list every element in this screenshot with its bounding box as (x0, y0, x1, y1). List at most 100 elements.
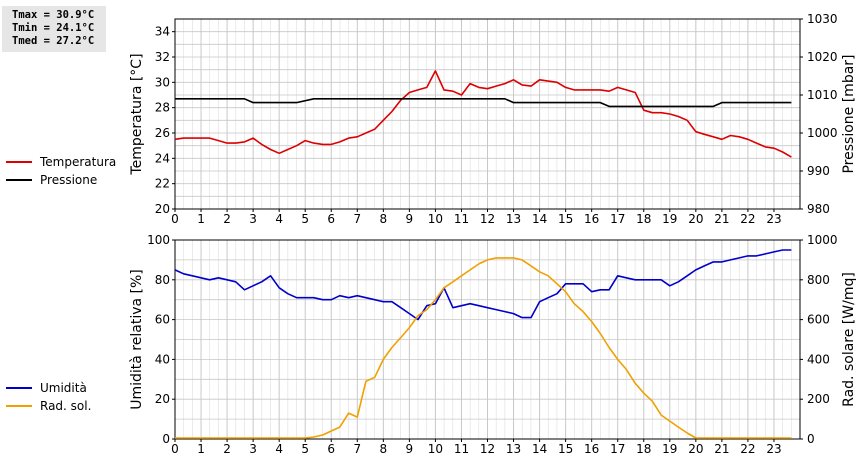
y-tick-label: 26 (155, 126, 170, 140)
x-tick-label: 14 (532, 442, 547, 456)
y2-tick-label: 400 (807, 352, 830, 366)
y2-tick-label: 1020 (807, 50, 838, 64)
legend-bottom: Umidità Rad. sol. (6, 379, 91, 415)
legend-item-temperatura: Temperatura (6, 153, 116, 171)
x-tick-label: 5 (301, 442, 309, 456)
tmed-readout: Tmed = 27.2°C (12, 35, 95, 47)
x-tick-label: 23 (766, 442, 781, 456)
y2-tick-label: 800 (807, 273, 830, 287)
y-tick-label: 20 (155, 392, 170, 406)
y2-tick-label: 200 (807, 392, 830, 406)
x-tick-label: 10 (428, 212, 443, 226)
y2-tick-label: 1000 (807, 126, 838, 140)
x-tick-label: 15 (558, 442, 573, 456)
x-tick-label: 7 (353, 212, 361, 226)
x-tick-label: 1 (197, 442, 205, 456)
x-tick-label: 21 (714, 442, 729, 456)
y-tick-label: 34 (155, 25, 170, 39)
x-tick-label: 9 (406, 442, 414, 456)
series-line-pressione (175, 98, 792, 108)
x-tick-label: 16 (584, 212, 599, 226)
x-tick-label: 11 (454, 212, 469, 226)
x-tick-label: 16 (584, 442, 599, 456)
y2-tick-label: 980 (807, 202, 830, 216)
legend-item-umidita: Umidità (6, 379, 91, 397)
y-tick-label: 100 (147, 233, 170, 247)
x-tick-label: 21 (714, 212, 729, 226)
y2-tick-label: 0 (807, 432, 815, 446)
y2-tick-label: 1000 (807, 233, 838, 247)
x-tick-label: 7 (353, 442, 361, 456)
y-tick-label: 40 (155, 352, 170, 366)
x-tick-label: 8 (380, 212, 388, 226)
x-tick-label: 15 (558, 212, 573, 226)
x-tick-label: 12 (480, 212, 495, 226)
x-tick-label: 5 (301, 212, 309, 226)
x-tick-label: 2 (223, 442, 231, 456)
x-tick-label: 11 (454, 442, 469, 456)
tmax-readout: Tmax = 30.9°C (12, 9, 95, 21)
x-tick-label: 13 (506, 212, 521, 226)
stats-box: Tmax = 30.9°C Tmin = 24.1°C Tmed = 27.2°… (2, 6, 106, 52)
legend-swatch-pressione (6, 179, 32, 181)
y2-axis-title: Rad. solare [W/mq] (841, 272, 857, 407)
y-tick-label: 22 (155, 177, 170, 191)
x-tick-label: 18 (636, 442, 651, 456)
x-tick-label: 17 (610, 442, 625, 456)
y2-tick-label: 990 (807, 164, 830, 178)
legend-swatch-temperatura (6, 161, 32, 163)
x-tick-label: 22 (740, 442, 755, 456)
x-tick-label: 13 (506, 442, 521, 456)
y-axis-title: Temperatura [°C] (129, 53, 145, 175)
y-tick-label: 20 (155, 202, 170, 216)
x-tick-label: 20 (688, 212, 703, 226)
x-tick-label: 23 (766, 212, 781, 226)
x-tick-label: 19 (662, 442, 677, 456)
x-tick-label: 20 (688, 442, 703, 456)
legend-label: Temperatura (40, 155, 117, 169)
x-tick-label: 17 (610, 212, 625, 226)
x-tick-label: 10 (428, 442, 443, 456)
legend-item-rad-sol: Rad. sol. (6, 397, 91, 415)
y2-tick-label: 600 (807, 313, 830, 327)
y-axis-title: Umidità relativa [%] (129, 269, 145, 410)
legend-swatch-umidita (6, 387, 32, 389)
x-tick-label: 18 (636, 212, 651, 226)
x-tick-label: 14 (532, 212, 547, 226)
series-line-rad-sol (175, 257, 792, 439)
legend-label: Umidità (40, 381, 87, 395)
y-tick-label: 0 (162, 432, 170, 446)
y-tick-label: 30 (155, 75, 170, 89)
y-tick-label: 28 (155, 101, 170, 115)
y-tick-label: 32 (155, 50, 170, 64)
y-tick-label: 60 (155, 313, 170, 327)
x-tick-label: 9 (406, 212, 414, 226)
y2-tick-label: 1010 (807, 88, 838, 102)
y-tick-label: 80 (155, 273, 170, 287)
x-tick-label: 0 (171, 212, 179, 226)
x-tick-label: 6 (327, 442, 335, 456)
legend-item-pressione: Pressione (6, 171, 116, 189)
x-tick-label: 6 (327, 212, 335, 226)
legend-swatch-rad-sol (6, 405, 32, 407)
x-tick-label: 19 (662, 212, 677, 226)
y2-axis-title: Pressione [mbar] (841, 54, 857, 173)
x-tick-label: 0 (171, 442, 179, 456)
legend-top: Temperatura Pressione (6, 153, 116, 189)
series-line-temperatura (174, 70, 792, 158)
x-tick-label: 8 (380, 442, 388, 456)
x-tick-label: 3 (249, 442, 257, 456)
x-tick-label: 12 (480, 442, 495, 456)
y-tick-label: 24 (155, 151, 170, 165)
x-tick-label: 22 (740, 212, 755, 226)
tmin-readout: Tmin = 24.1°C (12, 22, 95, 34)
x-tick-label: 4 (275, 212, 283, 226)
x-tick-label: 2 (223, 212, 231, 226)
legend-label: Rad. sol. (40, 399, 92, 413)
legend-label: Pressione (40, 173, 98, 187)
x-tick-label: 1 (197, 212, 205, 226)
x-tick-label: 4 (275, 442, 283, 456)
x-tick-label: 3 (249, 212, 257, 226)
series-line-umidit (174, 249, 792, 321)
